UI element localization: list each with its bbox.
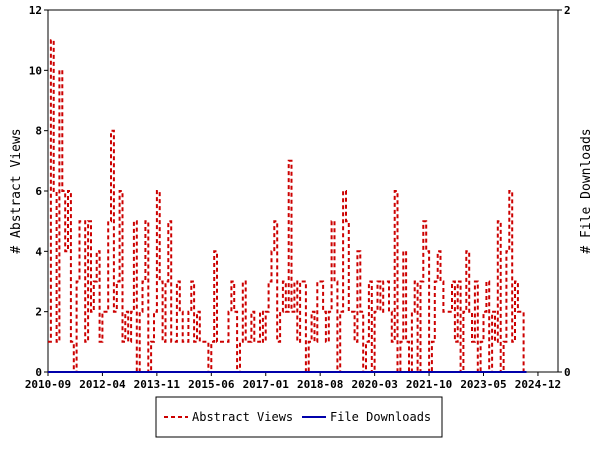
x-tick-label: 2020-03: [351, 378, 397, 391]
x-tick-label: 2015-06: [188, 378, 235, 391]
series-layer: [48, 39, 527, 373]
y-left-tick-label: 4: [35, 245, 42, 258]
y-right-tick-label: 0: [564, 366, 571, 379]
x-tick-label: 2018-08: [297, 378, 343, 391]
y-right-tick-label: 2: [564, 4, 571, 17]
legend-label-abstract-views: Abstract Views: [192, 410, 293, 424]
y-axis-left-title: # Abstract Views: [9, 128, 24, 253]
legend: Abstract Views File Downloads: [155, 396, 443, 438]
legend-box: [155, 396, 443, 438]
right-y-axis: 02: [558, 4, 571, 379]
x-tick-label: 2021-10: [406, 378, 452, 391]
x-tick-label: 2024-12: [515, 378, 561, 391]
x-tick-label: 2010-09: [25, 378, 71, 391]
y-left-tick-label: 0: [35, 366, 42, 379]
y-left-tick-label: 10: [29, 64, 42, 77]
y-left-tick-label: 6: [35, 185, 42, 198]
x-tick-label: 2012-04: [79, 378, 126, 391]
x-axis: 2010-09 2012-04 2013-11 2015-06 2017-01 2018-…: [25, 372, 561, 391]
legend-label-file-downloads: File Downloads: [330, 410, 431, 424]
x-tick-label: 2017-01: [243, 378, 290, 391]
y-left-tick-label: 12: [29, 4, 42, 17]
series-line-abstract-views: [48, 39, 527, 373]
x-tick-label: 2023-05: [460, 378, 506, 391]
y-left-tick-label: 2: [35, 306, 42, 319]
left-y-axis: 0 2 4 6 8 10 12: [29, 4, 48, 379]
x-tick-label: 2013-11: [134, 378, 181, 391]
y-left-tick-label: 8: [35, 125, 42, 138]
y-axis-right-title: # File Downloads: [579, 128, 594, 253]
